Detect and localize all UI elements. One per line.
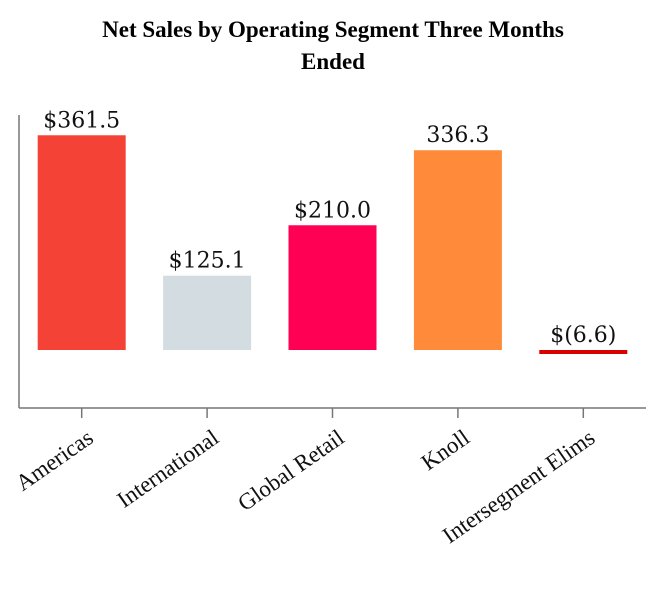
data-label-group: $361.5 $125.1 $210.0 336.3 $(6.6) — [43, 108, 616, 348]
x-tick-label-international: International — [113, 425, 224, 513]
bar-global-retail — [288, 225, 377, 350]
data-label-knoll: 336.3 — [426, 123, 489, 148]
bar-intersegment-elims — [539, 350, 628, 354]
bar-group — [37, 135, 628, 354]
data-label-international: $125.1 — [169, 249, 246, 274]
bar-knoll — [413, 150, 502, 350]
chart-title: Net Sales by Operating Segment Three Mon… — [0, 14, 666, 78]
x-tick-label-knoll: Knoll — [417, 425, 474, 476]
data-label-intersegment-elims: $(6.6) — [550, 323, 616, 348]
chart-title-line-1: Net Sales by Operating Segment Three Mon… — [102, 17, 564, 42]
chart-title-line-2: Ended — [301, 49, 365, 74]
bar-international — [163, 275, 252, 350]
x-tick-label-global-retail: Global Retail — [233, 425, 348, 516]
bar-americas — [37, 135, 126, 350]
x-tick-label-americas: Americas — [11, 425, 98, 496]
x-tick-group: Americas International Global Retail KnollI… — [11, 408, 599, 548]
data-label-global-retail: $210.0 — [294, 198, 371, 223]
data-label-americas: $361.5 — [43, 108, 120, 133]
